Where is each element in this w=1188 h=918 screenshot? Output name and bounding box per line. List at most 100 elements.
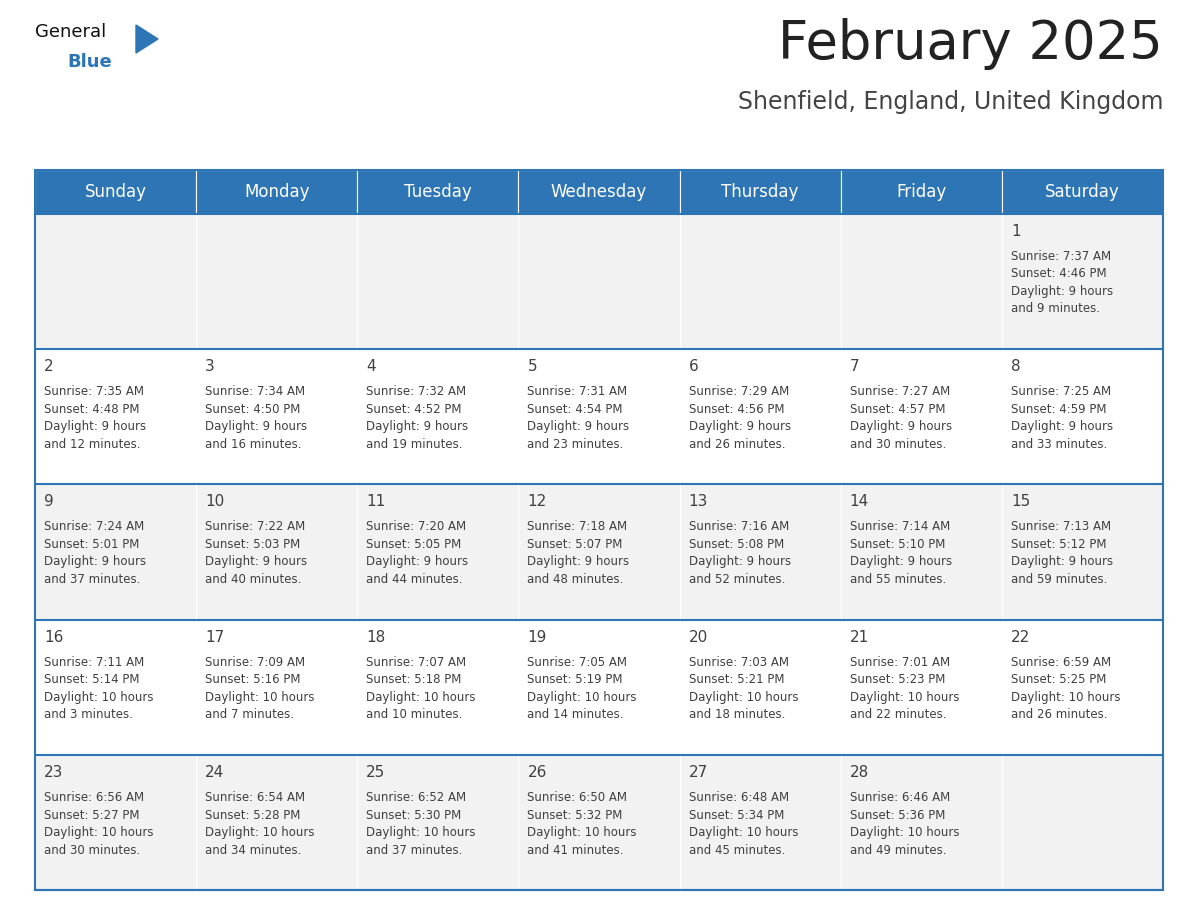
Text: 3: 3 [206,359,215,375]
Bar [358,214,518,349]
Text: 2: 2 [44,359,53,375]
Text: 25: 25 [366,765,386,780]
Text: 27: 27 [689,765,708,780]
Text: 1: 1 [1011,224,1020,239]
Text: 15: 15 [1011,495,1030,509]
Bar [196,349,358,485]
Text: Sunrise: 7:18 AM
Sunset: 5:07 PM
Daylight: 9 hours
and 48 minutes.: Sunrise: 7:18 AM Sunset: 5:07 PM Dayligh… [527,521,630,586]
Bar [680,349,841,485]
Text: 7: 7 [849,359,859,375]
Text: Wednesday: Wednesday [551,183,647,201]
Text: 22: 22 [1011,630,1030,644]
Text: 17: 17 [206,630,225,644]
Bar [1001,485,1163,620]
Text: 19: 19 [527,630,546,644]
Bar [680,214,841,349]
Bar [1001,349,1163,485]
Bar [1001,170,1163,214]
Text: 14: 14 [849,495,868,509]
Bar [518,349,680,485]
Bar [34,170,1163,890]
Bar [518,620,680,756]
Text: 26: 26 [527,765,546,780]
Text: Sunrise: 7:35 AM
Sunset: 4:48 PM
Daylight: 9 hours
and 12 minutes.: Sunrise: 7:35 AM Sunset: 4:48 PM Dayligh… [44,386,146,451]
Bar [1001,214,1163,349]
Text: 12: 12 [527,495,546,509]
Text: Sunrise: 7:32 AM
Sunset: 4:52 PM
Daylight: 9 hours
and 19 minutes.: Sunrise: 7:32 AM Sunset: 4:52 PM Dayligh… [366,386,468,451]
Bar [34,756,196,890]
Bar [1001,756,1163,890]
Text: Monday: Monday [244,183,309,201]
Text: 4: 4 [366,359,375,375]
Text: Tuesday: Tuesday [404,183,472,201]
Text: Sunrise: 7:20 AM
Sunset: 5:05 PM
Daylight: 9 hours
and 44 minutes.: Sunrise: 7:20 AM Sunset: 5:05 PM Dayligh… [366,521,468,586]
Bar [680,170,841,214]
Bar [841,214,1001,349]
Text: 21: 21 [849,630,868,644]
Text: Sunrise: 7:01 AM
Sunset: 5:23 PM
Daylight: 10 hours
and 22 minutes.: Sunrise: 7:01 AM Sunset: 5:23 PM Dayligh… [849,655,959,722]
Text: Sunrise: 7:29 AM
Sunset: 4:56 PM
Daylight: 9 hours
and 26 minutes.: Sunrise: 7:29 AM Sunset: 4:56 PM Dayligh… [689,386,791,451]
Bar [841,756,1001,890]
Text: Saturday: Saturday [1045,183,1120,201]
Text: Sunrise: 7:34 AM
Sunset: 4:50 PM
Daylight: 9 hours
and 16 minutes.: Sunrise: 7:34 AM Sunset: 4:50 PM Dayligh… [206,386,308,451]
Bar [34,485,196,620]
Text: 8: 8 [1011,359,1020,375]
Text: Sunrise: 6:54 AM
Sunset: 5:28 PM
Daylight: 10 hours
and 34 minutes.: Sunrise: 6:54 AM Sunset: 5:28 PM Dayligh… [206,791,315,856]
Bar [680,485,841,620]
Text: Sunrise: 7:24 AM
Sunset: 5:01 PM
Daylight: 9 hours
and 37 minutes.: Sunrise: 7:24 AM Sunset: 5:01 PM Dayligh… [44,521,146,586]
Text: Sunrise: 7:27 AM
Sunset: 4:57 PM
Daylight: 9 hours
and 30 minutes.: Sunrise: 7:27 AM Sunset: 4:57 PM Dayligh… [849,386,952,451]
Text: Sunrise: 6:46 AM
Sunset: 5:36 PM
Daylight: 10 hours
and 49 minutes.: Sunrise: 6:46 AM Sunset: 5:36 PM Dayligh… [849,791,959,856]
Bar [358,170,518,214]
Text: Friday: Friday [896,183,947,201]
Text: February 2025: February 2025 [778,18,1163,70]
Bar [34,349,196,485]
Polygon shape [135,25,158,53]
Bar [358,756,518,890]
Bar [196,620,358,756]
Text: Sunday: Sunday [84,183,146,201]
Text: Sunrise: 7:07 AM
Sunset: 5:18 PM
Daylight: 10 hours
and 10 minutes.: Sunrise: 7:07 AM Sunset: 5:18 PM Dayligh… [366,655,475,722]
Text: Sunrise: 6:48 AM
Sunset: 5:34 PM
Daylight: 10 hours
and 45 minutes.: Sunrise: 6:48 AM Sunset: 5:34 PM Dayligh… [689,791,798,856]
Text: Sunrise: 7:13 AM
Sunset: 5:12 PM
Daylight: 9 hours
and 59 minutes.: Sunrise: 7:13 AM Sunset: 5:12 PM Dayligh… [1011,521,1113,586]
Bar [518,485,680,620]
Text: 20: 20 [689,630,708,644]
Text: 16: 16 [44,630,63,644]
Text: Sunrise: 7:37 AM
Sunset: 4:46 PM
Daylight: 9 hours
and 9 minutes.: Sunrise: 7:37 AM Sunset: 4:46 PM Dayligh… [1011,250,1113,315]
Bar [680,620,841,756]
Bar [518,756,680,890]
Bar [34,170,196,214]
Text: Sunrise: 7:31 AM
Sunset: 4:54 PM
Daylight: 9 hours
and 23 minutes.: Sunrise: 7:31 AM Sunset: 4:54 PM Dayligh… [527,386,630,451]
Bar [841,170,1001,214]
Text: 11: 11 [366,495,386,509]
Bar [518,170,680,214]
Text: Sunrise: 7:03 AM
Sunset: 5:21 PM
Daylight: 10 hours
and 18 minutes.: Sunrise: 7:03 AM Sunset: 5:21 PM Dayligh… [689,655,798,722]
Text: 24: 24 [206,765,225,780]
Text: 9: 9 [44,495,53,509]
Text: Sunrise: 7:22 AM
Sunset: 5:03 PM
Daylight: 9 hours
and 40 minutes.: Sunrise: 7:22 AM Sunset: 5:03 PM Dayligh… [206,521,308,586]
Bar [196,485,358,620]
Text: 6: 6 [689,359,699,375]
Bar [518,214,680,349]
Text: 23: 23 [44,765,63,780]
Text: General: General [34,23,106,41]
Bar [196,170,358,214]
Bar [1001,620,1163,756]
Text: Sunrise: 6:56 AM
Sunset: 5:27 PM
Daylight: 10 hours
and 30 minutes.: Sunrise: 6:56 AM Sunset: 5:27 PM Dayligh… [44,791,153,856]
Bar [34,214,196,349]
Text: Sunrise: 6:59 AM
Sunset: 5:25 PM
Daylight: 10 hours
and 26 minutes.: Sunrise: 6:59 AM Sunset: 5:25 PM Dayligh… [1011,655,1120,722]
Text: Sunrise: 6:50 AM
Sunset: 5:32 PM
Daylight: 10 hours
and 41 minutes.: Sunrise: 6:50 AM Sunset: 5:32 PM Dayligh… [527,791,637,856]
Bar [358,485,518,620]
Text: Sunrise: 7:25 AM
Sunset: 4:59 PM
Daylight: 9 hours
and 33 minutes.: Sunrise: 7:25 AM Sunset: 4:59 PM Dayligh… [1011,386,1113,451]
Text: 13: 13 [689,495,708,509]
Text: Sunrise: 7:09 AM
Sunset: 5:16 PM
Daylight: 10 hours
and 7 minutes.: Sunrise: 7:09 AM Sunset: 5:16 PM Dayligh… [206,655,315,722]
Text: Sunrise: 7:11 AM
Sunset: 5:14 PM
Daylight: 10 hours
and 3 minutes.: Sunrise: 7:11 AM Sunset: 5:14 PM Dayligh… [44,655,153,722]
Text: 28: 28 [849,765,868,780]
Bar [680,756,841,890]
Text: Sunrise: 6:52 AM
Sunset: 5:30 PM
Daylight: 10 hours
and 37 minutes.: Sunrise: 6:52 AM Sunset: 5:30 PM Dayligh… [366,791,475,856]
Bar [841,620,1001,756]
Text: Blue: Blue [67,53,112,71]
Bar [358,620,518,756]
Text: Sunrise: 7:16 AM
Sunset: 5:08 PM
Daylight: 9 hours
and 52 minutes.: Sunrise: 7:16 AM Sunset: 5:08 PM Dayligh… [689,521,791,586]
Bar [34,620,196,756]
Bar [841,349,1001,485]
